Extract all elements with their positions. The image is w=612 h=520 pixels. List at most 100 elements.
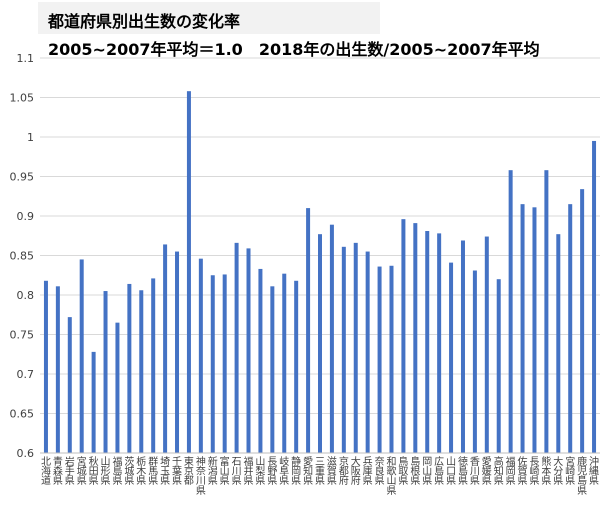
y-tick-label: 0.85 — [10, 250, 35, 263]
bar-19 — [258, 268, 263, 453]
x-tick-label: 群馬県 — [148, 455, 158, 487]
x-tick-label: 福井県 — [244, 455, 254, 487]
x-tick-label: 福岡県 — [506, 455, 516, 487]
x-tick-label: 兵庫県 — [363, 455, 373, 487]
bar-36 — [460, 240, 465, 453]
bar-3 — [67, 317, 72, 453]
bar-7 — [115, 322, 120, 453]
x-tick-label: 岩手県 — [65, 455, 75, 487]
x-tick-label: 山形県 — [101, 456, 111, 487]
x-tick-label: 山口県 — [446, 456, 456, 487]
y-tick-label: 0.8 — [17, 289, 35, 302]
bar-42 — [532, 207, 537, 453]
bar-4 — [79, 259, 84, 453]
bar-8 — [127, 283, 132, 453]
bar-41 — [520, 204, 525, 453]
title-background — [38, 2, 380, 34]
y-axis: 0.6 0.65 0.7 0.75 0.8 0.85 0.9 0.95 1 1.05 1.1 — [10, 52, 35, 460]
bar-29 — [377, 266, 382, 453]
bar-10 — [151, 278, 156, 453]
x-tick-label: 鹿児島県 — [577, 455, 587, 497]
bar-26 — [341, 246, 346, 453]
y-tick-label: 1.1 — [17, 52, 35, 65]
bar-2 — [55, 286, 60, 453]
bar-11 — [163, 244, 168, 453]
bar-14 — [198, 258, 203, 453]
bar-30 — [389, 265, 394, 453]
x-tick-label: 千葉県 — [172, 456, 182, 487]
x-tick-label: 宮城県 — [77, 455, 87, 487]
bar-21 — [282, 273, 287, 453]
x-tick-label: 香川県 — [470, 456, 480, 487]
bar-28 — [365, 251, 370, 453]
x-tick-label: 大阪府 — [351, 455, 361, 487]
x-tick-label: 和歌山県 — [386, 456, 396, 497]
x-tick-label: 青森県 — [53, 455, 63, 487]
x-tick-label: 岐阜県 — [279, 455, 289, 487]
y-tick-label: 0.75 — [10, 329, 35, 342]
x-tick-label: 北海道 — [41, 456, 51, 487]
bar-45 — [568, 204, 573, 453]
x-tick-label: 秋田県 — [89, 455, 99, 487]
x-tick-label: 広島県 — [434, 455, 444, 487]
bar-17 — [234, 242, 239, 453]
y-tick-label: 0.9 — [17, 210, 35, 223]
bar-33 — [425, 231, 430, 453]
bar-37 — [472, 270, 477, 453]
bar-39 — [496, 279, 501, 453]
bar-46 — [580, 189, 585, 453]
y-tick-label: 0.6 — [17, 447, 35, 460]
x-tick-label: 高知県 — [494, 455, 504, 487]
x-tick-label: 三重県 — [315, 457, 325, 487]
x-tick-label: 山梨県 — [255, 456, 265, 487]
bar-15 — [210, 275, 215, 453]
x-tick-label: 滋賀県 — [327, 455, 337, 487]
bar-44 — [556, 234, 561, 453]
bar-16 — [222, 274, 227, 453]
x-tick-label: 福島県 — [112, 455, 122, 487]
x-tick-label: 長崎県 — [529, 456, 539, 487]
bar-32 — [413, 223, 418, 453]
bar-18 — [246, 248, 251, 453]
x-tick-label: 大分県 — [553, 455, 563, 487]
x-tick-label: 佐賀県 — [518, 456, 528, 487]
bar-12 — [175, 251, 180, 453]
bar-6 — [103, 291, 108, 453]
x-tick-label: 沖縄県 — [589, 455, 599, 487]
bar-38 — [484, 236, 489, 453]
bar-23 — [306, 208, 311, 453]
y-tick-label: 1 — [27, 131, 34, 144]
bar-1 — [43, 280, 48, 453]
chart-title: 都道府県別出生数の変化率 — [48, 12, 241, 31]
bar-20 — [270, 286, 275, 453]
bar-24 — [318, 234, 322, 453]
bar-13 — [186, 91, 191, 454]
bar-22 — [294, 280, 299, 453]
x-tick-label: 石川県 — [232, 457, 242, 487]
y-tick-label: 0.95 — [10, 171, 35, 184]
bar-9 — [139, 290, 144, 453]
x-tick-label: 岡山県 — [422, 456, 432, 487]
bars — [43, 91, 597, 454]
x-tick-label: 愛媛県 — [482, 455, 492, 487]
x-tick-label: 富山県 — [220, 455, 230, 487]
x-tick-label: 徳島県 — [458, 455, 468, 487]
x-tick-label: 静岡県 — [291, 455, 301, 487]
x-tick-label: 栃木県 — [136, 455, 146, 487]
bar-27 — [353, 242, 358, 453]
x-tick-label: 熊本県 — [541, 455, 551, 487]
bar-25 — [329, 224, 334, 453]
bar-47 — [592, 140, 597, 453]
y-tick-label: 0.65 — [10, 408, 35, 421]
bar-31 — [401, 219, 406, 453]
bar-34 — [437, 233, 442, 453]
bar-40 — [508, 170, 513, 453]
x-tick-label: 埼玉県 — [160, 455, 170, 487]
x-tick-label: 長野県 — [267, 456, 277, 487]
bar-43 — [544, 170, 549, 453]
x-tick-label: 宮崎県 — [565, 455, 575, 487]
x-tick-label: 奈良県 — [375, 455, 385, 487]
bar-5 — [91, 351, 96, 453]
x-tick-label: 東京都 — [184, 455, 194, 487]
